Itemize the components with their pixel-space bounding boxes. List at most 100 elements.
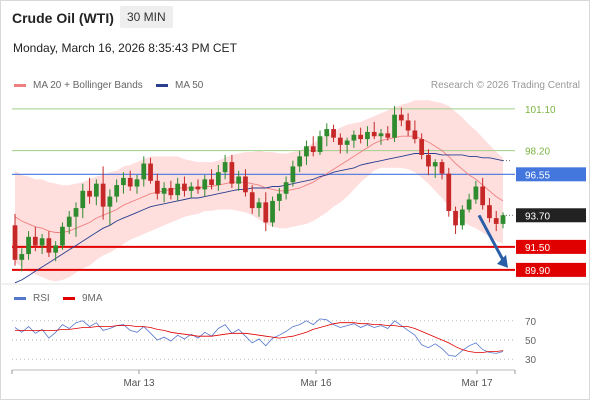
candle-body xyxy=(263,202,269,223)
candle-body xyxy=(93,183,99,197)
candle-body xyxy=(66,216,72,227)
candle-body xyxy=(331,129,336,138)
candle-body xyxy=(371,131,377,137)
candle-body xyxy=(168,187,174,196)
candle-body xyxy=(466,199,472,210)
datetime-label: Monday, March 16, 2026 8:35:43 PM CET xyxy=(13,41,237,55)
candle-body xyxy=(87,190,92,197)
candle-body xyxy=(480,186,486,206)
candle-body xyxy=(405,120,411,131)
candle-body xyxy=(317,136,323,153)
candle-body xyxy=(32,236,38,246)
instrument-title: Crude Oil (WTI) xyxy=(12,10,114,26)
rsi-tick-50: 50 xyxy=(525,336,537,347)
candle-body xyxy=(290,166,296,183)
candle-body xyxy=(426,154,431,167)
candle-body xyxy=(344,140,350,145)
rsi-ma-swatch xyxy=(63,297,75,300)
candle-body xyxy=(161,187,167,194)
candle-body xyxy=(215,172,221,186)
candle-body xyxy=(182,183,187,191)
interval-button[interactable]: 30 MIN xyxy=(120,6,173,28)
legend-ma50-label: MA 50 xyxy=(175,80,204,91)
legend-ma50: MA 50 xyxy=(156,80,203,91)
resistance-1-label: 98.20 xyxy=(525,147,550,158)
support-2-tag xyxy=(516,262,586,277)
rsi-line xyxy=(14,318,504,357)
rsi-tick-30: 30 xyxy=(525,355,537,366)
bollinger-band xyxy=(15,100,503,282)
candle-body xyxy=(229,162,235,184)
candle-body xyxy=(276,193,282,201)
candle-body xyxy=(283,182,289,194)
candle-body xyxy=(127,177,133,187)
candle-body xyxy=(385,133,391,138)
candle-body xyxy=(114,185,120,197)
candle-body xyxy=(243,176,248,193)
legend-ma20: MA 20 + Bollinger Bands xyxy=(14,80,143,91)
candle-body xyxy=(46,238,52,253)
pivot-label: 96.55 xyxy=(525,170,550,181)
candle-body xyxy=(236,176,242,184)
resistance-2-label: 101.10 xyxy=(525,105,556,116)
candle-body xyxy=(222,162,228,173)
candle-body xyxy=(487,205,492,219)
candle-body xyxy=(73,208,79,217)
rsi-swatch xyxy=(14,297,26,300)
legend-rsi-ma-label: 9MA xyxy=(82,293,103,304)
candle-body xyxy=(26,236,31,255)
candle-body xyxy=(500,215,506,224)
candle-body xyxy=(202,179,208,190)
support-1-tag xyxy=(516,239,586,254)
candle-body xyxy=(398,114,404,121)
x-tick-label: Mar 13 xyxy=(123,378,155,389)
ma20-swatch xyxy=(14,84,26,87)
forecast-arrow-shaft xyxy=(477,214,506,263)
candle-body xyxy=(53,245,59,253)
support-2-label: 89.90 xyxy=(525,266,550,277)
candle-body xyxy=(270,200,275,223)
candle-body xyxy=(459,209,465,226)
candle-body xyxy=(80,190,86,209)
candle-body xyxy=(365,131,370,140)
x-tick-label: Mar 17 xyxy=(461,378,493,389)
candle-body xyxy=(188,186,194,191)
support-1-label: 91.50 xyxy=(525,243,550,254)
candle-body xyxy=(134,179,140,187)
candle-body xyxy=(148,163,153,181)
candle-body xyxy=(297,156,303,167)
candle-body xyxy=(209,179,214,186)
legend-rsi-ma: 9MA xyxy=(63,293,103,304)
ma50-swatch xyxy=(156,84,168,87)
candle-body xyxy=(493,218,499,224)
candle-body xyxy=(175,183,181,196)
candle-body xyxy=(12,225,18,260)
legend-ma20-label: MA 20 + Bollinger Bands xyxy=(33,80,143,91)
pivot-tag xyxy=(516,167,586,182)
candle-body xyxy=(446,173,452,211)
legend-rsi-label: RSI xyxy=(33,293,50,304)
candle-body xyxy=(412,130,418,140)
candle-body xyxy=(419,139,425,155)
candle-body xyxy=(392,114,397,138)
candle-body xyxy=(473,186,479,200)
last-price-tag xyxy=(516,208,586,223)
legend-rsi: RSI xyxy=(14,293,50,304)
credit-label: Research © 2026 Trading Central xyxy=(430,80,580,91)
x-tick-label: Mar 16 xyxy=(300,378,332,389)
candle-body xyxy=(19,254,25,260)
candle-body xyxy=(107,196,113,207)
candle-body xyxy=(337,137,343,145)
candle-body xyxy=(304,146,309,157)
candle-body xyxy=(432,162,438,167)
rsi-tick-70: 70 xyxy=(525,317,537,328)
candle-body xyxy=(324,129,330,137)
last-price-label: 93.70 xyxy=(525,211,550,222)
candle-body xyxy=(378,133,384,137)
rsi-ma-line xyxy=(15,322,504,353)
candle-body xyxy=(256,202,262,209)
candle-body xyxy=(310,146,316,153)
candle-body xyxy=(121,177,126,186)
forecast-arrow-head xyxy=(497,254,508,268)
